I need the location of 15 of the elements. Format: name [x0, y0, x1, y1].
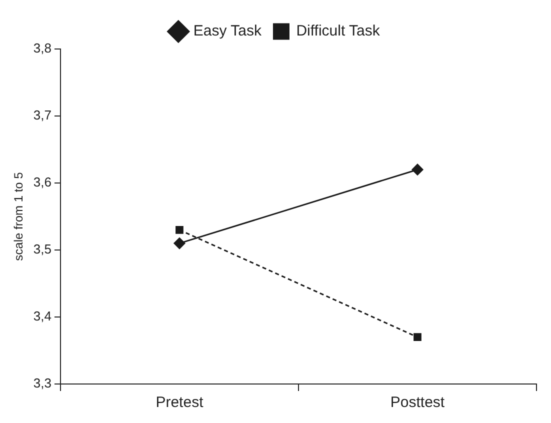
y-tick-label: 3,6	[33, 174, 52, 190]
legend-label: Difficult Task	[296, 22, 380, 40]
y-tick-label: 3,4	[33, 308, 52, 324]
x-tick-label: Pretest	[156, 394, 204, 412]
point	[414, 333, 422, 342]
y-tick-label: 3,5	[33, 242, 52, 257]
y-axis-title: scale from 1 to 5	[12, 172, 26, 261]
x-tick-label: Posttest	[390, 394, 446, 412]
point	[174, 238, 186, 250]
y-tick-label: 3,7	[33, 108, 52, 123]
y-tick-label: 3,8	[33, 40, 52, 56]
y-tick-label: 3,3	[33, 376, 52, 391]
point	[412, 164, 424, 176]
point	[176, 226, 184, 234]
legend-label: Easy Task	[193, 22, 262, 40]
